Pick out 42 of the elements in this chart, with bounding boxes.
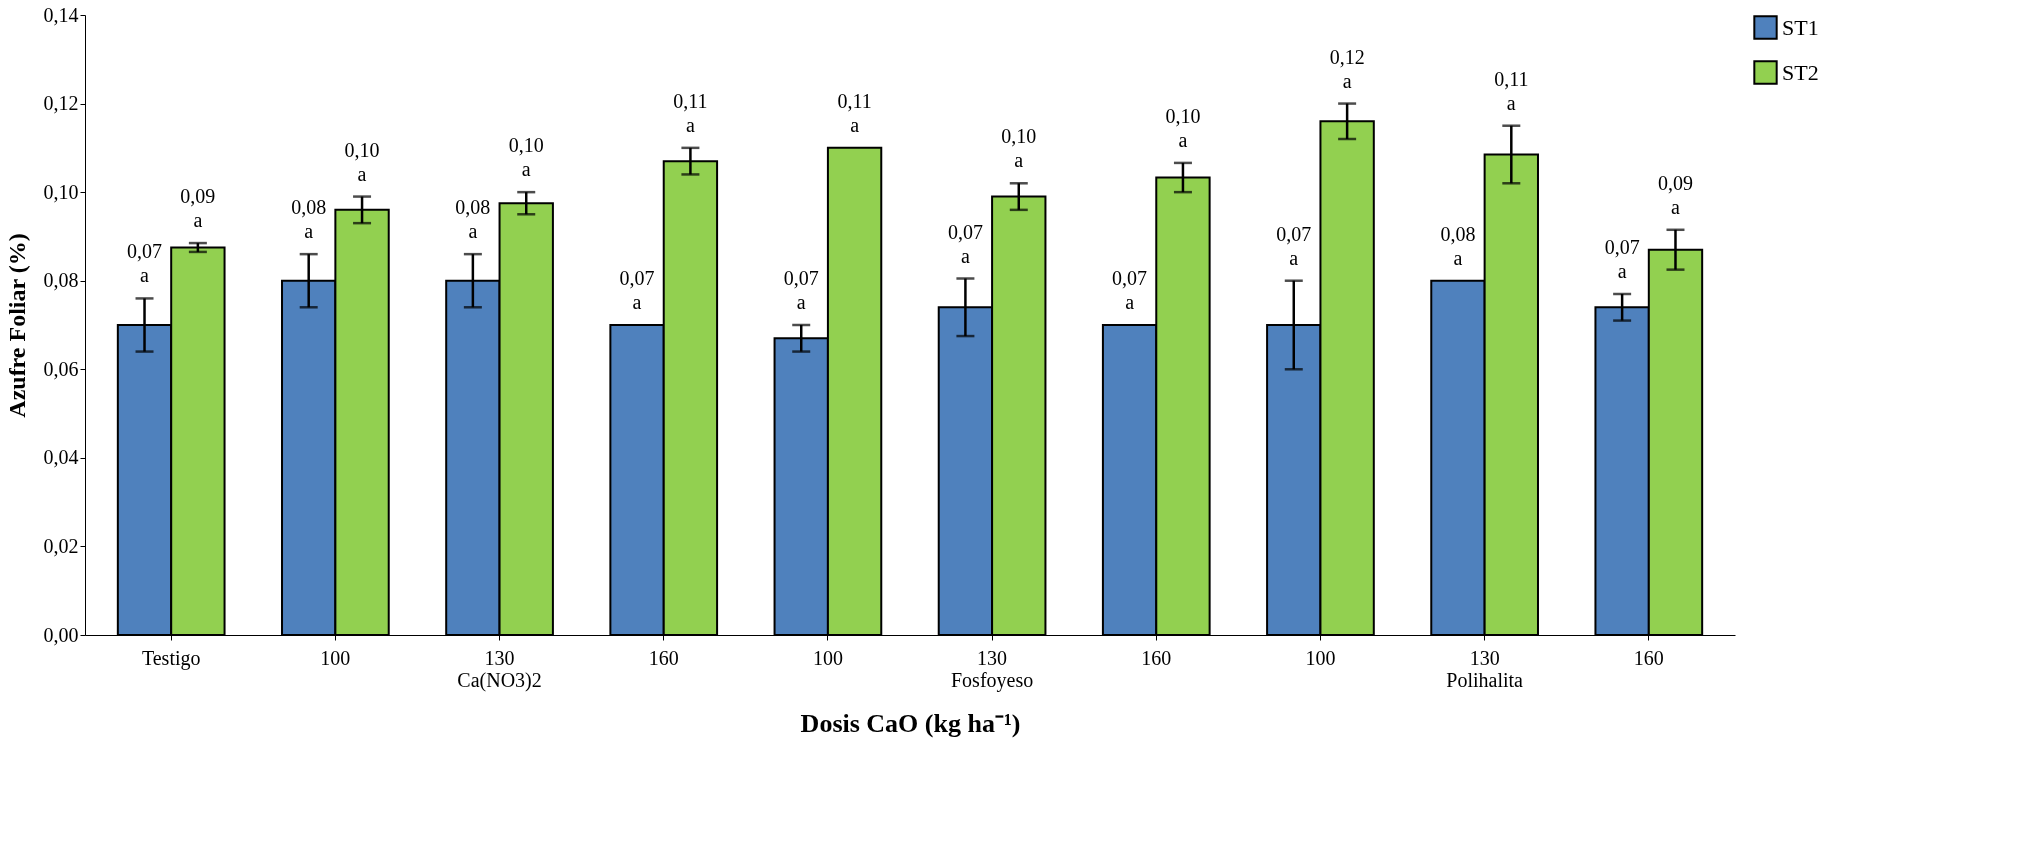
data-label: 0,11 a bbox=[1494, 67, 1529, 114]
y-tick-label: 0,06 bbox=[43, 357, 79, 380]
y-tick-label: 0,14 bbox=[43, 3, 79, 26]
data-label: 0,11 a bbox=[673, 89, 708, 136]
x-axis-title: Dosis CaO (kg ha⁻¹) bbox=[800, 708, 1021, 738]
y-tick-label: 0,00 bbox=[43, 623, 79, 646]
data-label: 0,11 a bbox=[837, 89, 872, 136]
data-label: 0,08 a bbox=[455, 196, 491, 243]
x-tick-label: Testigo bbox=[141, 646, 201, 670]
x-tick-label: 100 bbox=[320, 646, 351, 669]
data-label: 0,07 a bbox=[127, 240, 163, 287]
data-label: 0,10 a bbox=[508, 134, 544, 181]
x-tick-label: 130 Fosfoyeso bbox=[950, 646, 1034, 692]
data-label: 0,07 a bbox=[619, 267, 655, 313]
data-label: 0,09 a bbox=[1657, 171, 1693, 218]
x-tick-label: 130 Polihalita bbox=[1446, 646, 1524, 691]
y-tick-label: 0,04 bbox=[43, 446, 79, 469]
data-label: 0,07 a bbox=[947, 220, 983, 267]
data-label: 0,08 a bbox=[291, 196, 327, 243]
x-tick-label: 130 Ca(NO3)2 bbox=[457, 646, 542, 692]
data-label: 0,07 a bbox=[1604, 236, 1640, 282]
x-tick-label: 160 bbox=[1633, 646, 1664, 669]
data-label: 0,10 a bbox=[344, 138, 380, 185]
data-label: 0,07 a bbox=[783, 267, 819, 313]
data-label: 0,10 a bbox=[1001, 125, 1037, 172]
y-tick-label: 0,08 bbox=[43, 269, 79, 292]
legend-label: ST2 bbox=[1782, 59, 1819, 85]
y-tick-label: 0,12 bbox=[43, 92, 79, 115]
y-tick-label: 0,10 bbox=[43, 180, 79, 203]
x-tick-label: 100 bbox=[812, 646, 843, 669]
x-tick-label: 160 bbox=[648, 646, 679, 669]
data-label: 0,07 a bbox=[1276, 222, 1312, 269]
data-label: 0,12 a bbox=[1329, 45, 1365, 92]
y-tick-label: 0,02 bbox=[43, 534, 79, 557]
y-axis-title: Azufre Foliar (%) bbox=[3, 233, 30, 418]
data-label: 0,07 a bbox=[1112, 267, 1148, 313]
data-label: 0,10 a bbox=[1165, 104, 1201, 151]
data-label: 0,08 a bbox=[1440, 222, 1476, 269]
legend-label: ST1 bbox=[1782, 14, 1819, 40]
x-tick-label: 100 bbox=[1305, 646, 1336, 669]
x-tick-label: 160 bbox=[1141, 646, 1172, 669]
data-label: 0,09 a bbox=[180, 185, 216, 232]
